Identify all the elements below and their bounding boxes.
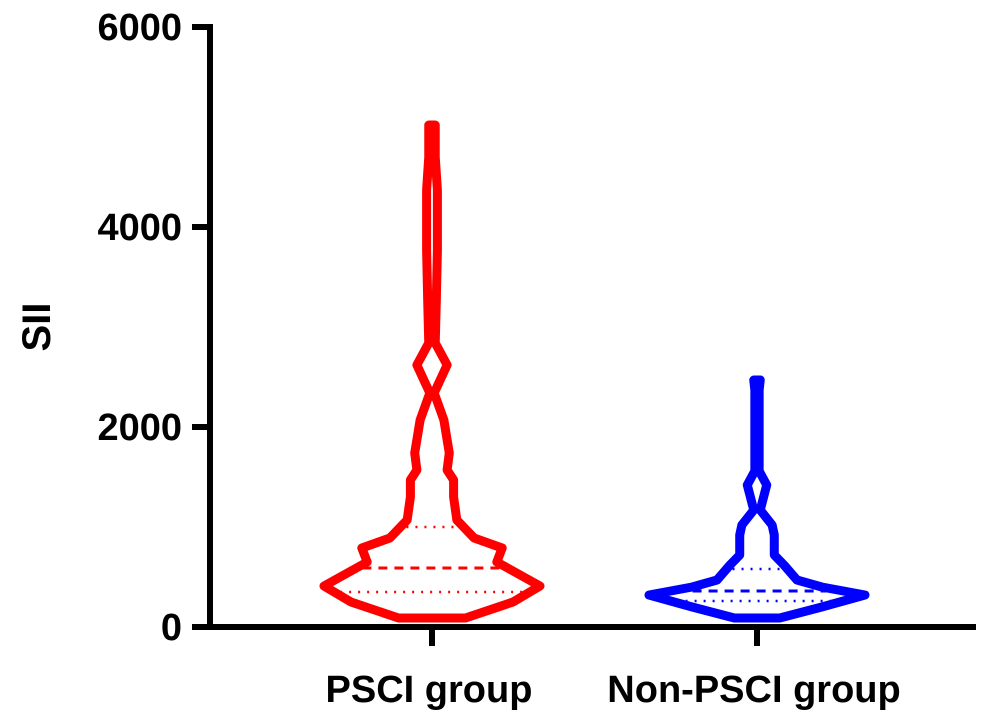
y-tick-label: 6000 [97, 7, 182, 49]
violins [319, 120, 870, 623]
x-category-label: PSCI group [326, 669, 533, 711]
y-ticks: 0 2000 4000 6000 [97, 7, 210, 649]
y-tick-label: 4000 [97, 207, 182, 249]
x-ticks: PSCI group Non-PSCI group [326, 627, 901, 711]
violin-outline [319, 120, 545, 623]
violin-psci [319, 120, 545, 623]
y-tick-label: 2000 [97, 407, 182, 449]
violin-non-psci [644, 375, 870, 623]
violin-outline [644, 375, 870, 623]
x-category-label: Non-PSCI group [607, 669, 900, 711]
y-axis-label: SII [15, 303, 59, 352]
y-tick-label: 0 [161, 607, 182, 649]
